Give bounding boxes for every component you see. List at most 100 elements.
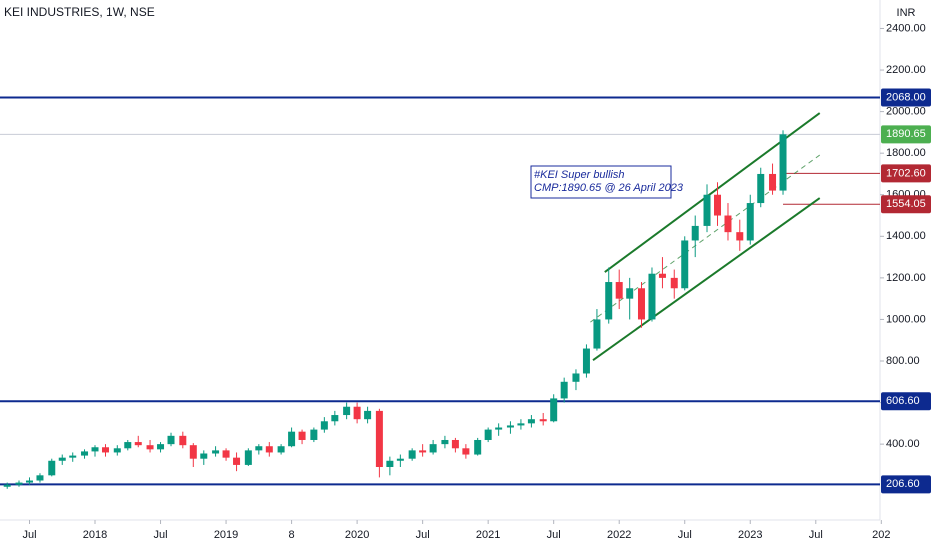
y-tick-label: 1400.00 xyxy=(886,230,926,242)
candle-body xyxy=(157,444,165,450)
price-label: 1554.05 xyxy=(886,198,926,210)
candle-body xyxy=(386,460,394,468)
candle-body xyxy=(244,450,252,465)
candle-body xyxy=(298,431,306,440)
candle-body xyxy=(310,429,318,440)
candle-body xyxy=(572,373,580,382)
candle-body xyxy=(462,448,470,455)
candle-body xyxy=(200,453,208,459)
price-label: 1890.65 xyxy=(886,128,926,140)
candle-body xyxy=(113,448,121,453)
annotation-box xyxy=(530,165,672,199)
candle-body xyxy=(451,439,459,449)
x-tick-label: 2018 xyxy=(83,529,107,541)
y-tick-label: 1800.00 xyxy=(886,147,926,159)
candle-body xyxy=(517,423,525,426)
candle-body xyxy=(746,203,754,241)
candle-body xyxy=(320,421,328,430)
candle-body xyxy=(484,429,492,440)
price-label: 206.60 xyxy=(886,478,920,490)
candle-body xyxy=(212,450,220,454)
channel-line xyxy=(592,197,821,361)
y-tick-label: 2400.00 xyxy=(886,22,926,34)
chart-title: KEI INDUSTRIES, 1W, NSE xyxy=(4,5,155,19)
price-label: 606.60 xyxy=(886,395,920,407)
price-label: 2068.00 xyxy=(886,91,926,103)
x-tick-label: 2021 xyxy=(476,529,500,541)
x-tick-label: 2023 xyxy=(738,529,762,541)
candle-body xyxy=(658,273,666,278)
candle-body xyxy=(189,445,197,459)
candle-body xyxy=(375,410,383,468)
candle-body xyxy=(441,439,449,445)
candle-body xyxy=(396,458,404,461)
y-tick-label: 800.00 xyxy=(886,355,920,367)
candle-body xyxy=(550,398,558,422)
candle-body xyxy=(724,215,732,233)
candle-body xyxy=(582,348,590,374)
candle-body xyxy=(25,480,33,483)
candle-body xyxy=(48,460,56,476)
candle-body xyxy=(605,282,613,320)
candle-body xyxy=(255,446,263,451)
candle-body xyxy=(288,431,296,447)
x-tick-label: 202 xyxy=(872,529,890,541)
candle-body xyxy=(495,427,503,430)
x-tick-label: Jul xyxy=(547,529,561,541)
candle-body xyxy=(265,446,273,453)
candle-body xyxy=(429,444,437,453)
currency: INR xyxy=(897,7,916,19)
y-tick-label: 2000.00 xyxy=(886,106,926,118)
candle-body xyxy=(408,450,416,459)
candle-body xyxy=(670,277,678,289)
candle-body xyxy=(681,240,689,289)
candle-body xyxy=(560,381,568,399)
candle-body xyxy=(353,406,361,420)
candle-body xyxy=(703,194,711,226)
candle-body xyxy=(343,406,351,416)
x-tick-label: Jul xyxy=(678,529,692,541)
candle-body xyxy=(91,447,99,452)
candle-body xyxy=(506,425,514,428)
x-tick-label: 2022 xyxy=(607,529,631,541)
candle-body xyxy=(233,457,241,465)
candle-body xyxy=(81,451,89,456)
x-tick-label: Jul xyxy=(22,529,36,541)
price-label-box xyxy=(881,195,931,214)
candle-body xyxy=(69,455,77,458)
candle-body xyxy=(593,319,601,349)
candle-body xyxy=(364,410,372,420)
candle-body xyxy=(757,173,765,204)
candle-body xyxy=(134,442,142,446)
price-label-box xyxy=(881,125,931,144)
price-label-box xyxy=(881,475,931,494)
candle-body xyxy=(637,288,645,320)
candle-body xyxy=(713,194,721,216)
candle-body xyxy=(615,282,623,299)
y-tick-label: 400.00 xyxy=(886,438,920,450)
candle-body xyxy=(331,415,339,422)
price-label-box xyxy=(881,88,931,107)
y-tick-label: 1200.00 xyxy=(886,272,926,284)
annotation-text: #KEI Super bullish xyxy=(534,169,625,181)
candle-body xyxy=(648,273,656,320)
candle-body xyxy=(474,439,482,455)
candle-body xyxy=(527,419,535,424)
candle-body xyxy=(779,134,787,191)
candle-body xyxy=(736,232,744,241)
candle-body xyxy=(179,435,187,446)
y-tick-label: 2200.00 xyxy=(886,64,926,76)
candle-body xyxy=(146,445,154,450)
candle-body xyxy=(277,446,285,453)
x-tick-label: Jul xyxy=(154,529,168,541)
candle-body xyxy=(15,482,23,485)
candle-body xyxy=(124,442,132,449)
candle-body xyxy=(769,173,777,191)
candle-body xyxy=(222,450,230,458)
candle-body xyxy=(691,225,699,241)
candle-body xyxy=(58,457,66,461)
price-label-box xyxy=(881,164,931,183)
annotation-text: CMP:1890.65 @ 26 April 2023 xyxy=(534,182,684,194)
x-tick-label: 2020 xyxy=(345,529,369,541)
